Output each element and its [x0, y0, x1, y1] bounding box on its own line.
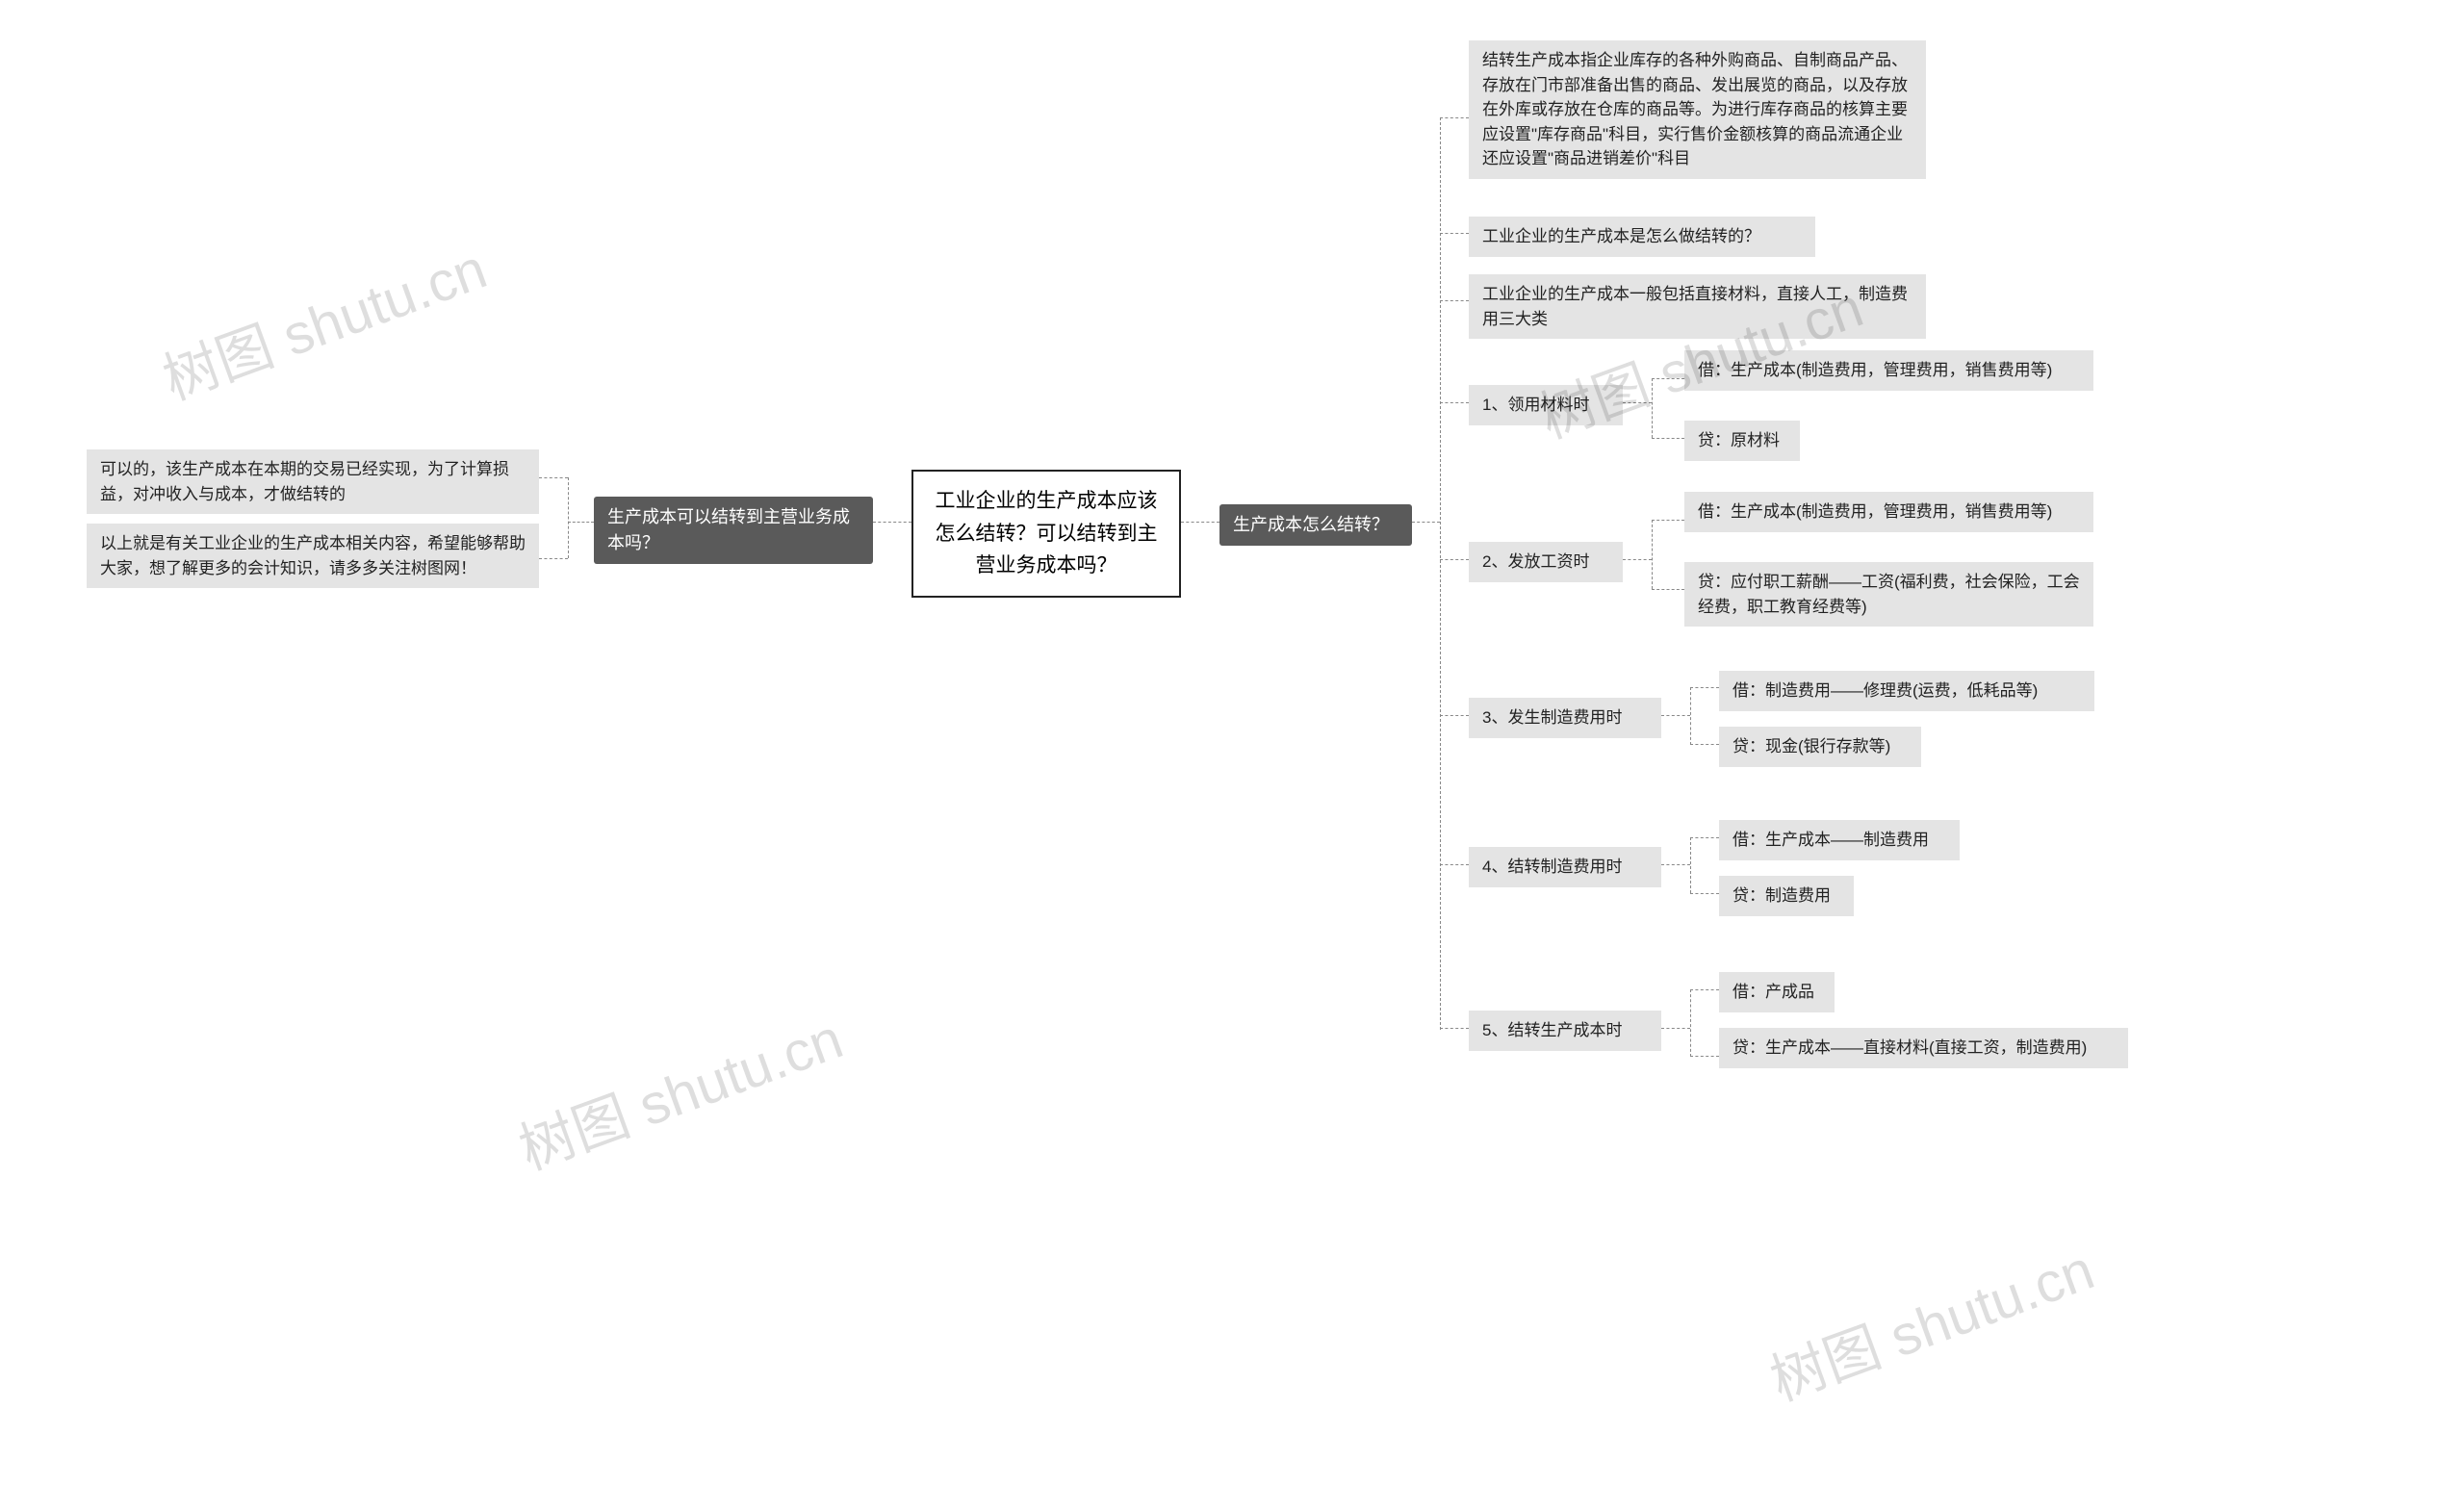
connector: [1661, 864, 1690, 865]
sub-leaf-2-1: 贷：现金(银行存款等): [1719, 727, 1921, 767]
sub-branch-2: 3、发生制造费用时: [1469, 698, 1661, 738]
connector: [1690, 744, 1719, 745]
connector: [1652, 438, 1684, 439]
connector: [1440, 402, 1469, 403]
connector: [1690, 989, 1691, 1057]
connector: [1690, 687, 1691, 745]
connector: [1440, 300, 1469, 301]
sub-leaf-1-0: 借：生产成本(制造费用，管理费用，销售费用等): [1684, 492, 2093, 532]
connector: [539, 558, 568, 559]
watermark: 树图 shutu.cn: [1758, 1224, 2103, 1416]
connector: [1652, 378, 1684, 379]
connector: [1690, 893, 1719, 894]
left-branch-node: 生产成本可以结转到主营业务成本吗？: [594, 497, 873, 564]
sub-leaf-4-1: 贷：生产成本——直接材料(直接工资，制造费用): [1719, 1028, 2128, 1068]
sub-branch-0: 1、领用材料时: [1469, 385, 1623, 425]
connector: [1652, 589, 1684, 590]
watermark: 树图 shutu.cn: [506, 993, 852, 1185]
right-top-leaf-2: 工业企业的生产成本一般包括直接材料，直接人工，制造费用三大类: [1469, 274, 1926, 339]
connector: [1440, 864, 1469, 865]
sub-branch-1: 2、发放工资时: [1469, 542, 1623, 582]
connector: [1440, 117, 1441, 1030]
connector: [568, 477, 569, 558]
connector: [1690, 989, 1719, 990]
connector: [1623, 559, 1652, 560]
root-node: 工业企业的生产成本应该怎么结转？可以结转到主营业务成本吗？: [911, 470, 1181, 598]
connector: [1440, 559, 1469, 560]
connector: [1652, 520, 1653, 589]
connector: [1440, 715, 1469, 716]
sub-branch-4: 5、结转生产成本时: [1469, 1011, 1661, 1051]
connector: [1661, 1028, 1690, 1029]
connector: [1690, 1056, 1719, 1057]
connector: [1412, 522, 1440, 523]
connector: [1440, 233, 1469, 234]
sub-leaf-4-0: 借：产成品: [1719, 972, 1835, 1012]
sub-leaf-0-1: 贷：原材料: [1684, 421, 1800, 461]
sub-branch-3: 4、结转制造费用时: [1469, 847, 1661, 887]
sub-leaf-2-0: 借：制造费用——修理费(运费，低耗品等): [1719, 671, 2094, 711]
left-leaf-2: 以上就是有关工业企业的生产成本相关内容，希望能够帮助大家，想了解更多的会计知识，…: [87, 524, 539, 588]
connector: [568, 522, 594, 523]
connector: [1440, 1028, 1469, 1029]
connector: [1690, 837, 1691, 893]
connector: [1181, 522, 1219, 523]
sub-leaf-1-1: 贷：应付职工薪酬——工资(福利费，社会保险，工会经费，职工教育经费等): [1684, 562, 2093, 627]
right-branch-node: 生产成本怎么结转？: [1219, 504, 1412, 546]
connector: [1652, 520, 1684, 521]
connector: [1690, 837, 1719, 838]
left-leaf-1: 可以的，该生产成本在本期的交易已经实现，为了计算损益，对冲收入与成本，才做结转的: [87, 449, 539, 514]
sub-leaf-3-0: 借：生产成本——制造费用: [1719, 820, 1960, 860]
connector: [1623, 402, 1652, 403]
connector: [1690, 687, 1719, 688]
right-top-leaf-1: 工业企业的生产成本是怎么做结转的？: [1469, 217, 1815, 257]
right-top-leaf-0: 结转生产成本指企业库存的各种外购商品、自制商品产品、存放在门市部准备出售的商品、…: [1469, 40, 1926, 179]
connector: [873, 522, 911, 523]
sub-leaf-3-1: 贷：制造费用: [1719, 876, 1854, 916]
connector: [1652, 378, 1653, 438]
sub-leaf-0-0: 借：生产成本(制造费用，管理费用，销售费用等): [1684, 350, 2093, 391]
connector: [1440, 117, 1469, 118]
watermark: 树图 shutu.cn: [150, 223, 496, 415]
connector: [539, 477, 568, 478]
connector: [1661, 715, 1690, 716]
